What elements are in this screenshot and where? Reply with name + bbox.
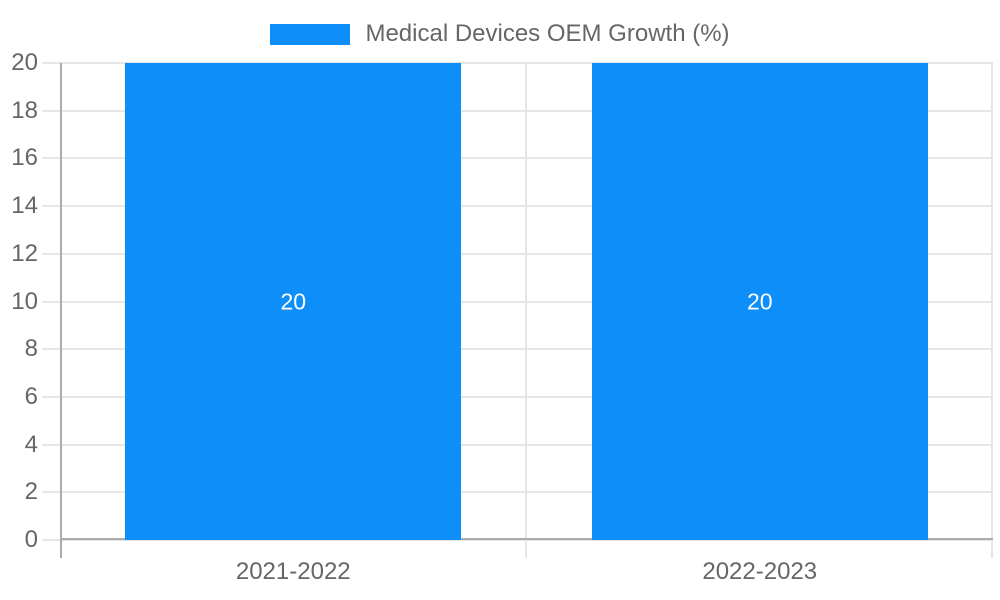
x-gridline — [991, 63, 993, 558]
y-tick-label: 12 — [11, 239, 38, 267]
y-gridline — [42, 348, 993, 351]
y-gridline — [42, 157, 993, 160]
x-axis-line — [60, 538, 993, 540]
x-gridline — [525, 63, 527, 558]
legend-swatch-icon — [270, 23, 351, 45]
y-tick-label: 20 — [11, 49, 38, 76]
x-tick-label: 2022-2023 — [702, 558, 818, 585]
y-gridline — [42, 539, 993, 541]
y-tick-label: 18 — [11, 96, 38, 124]
chart-legend: Medical Devices OEM Growth (%) — [0, 20, 1000, 48]
y-tick-label: 8 — [24, 335, 38, 363]
bar-2021-2022[interactable]: 20 — [125, 63, 462, 540]
y-gridline — [42, 300, 993, 303]
y-gridline — [42, 395, 993, 398]
legend-label: Medical Devices OEM Growth (%) — [365, 20, 730, 47]
plot-area: 20 20 — [42, 62, 993, 558]
bar-2022-2023[interactable]: 20 — [591, 63, 928, 540]
y-tick-label: 14 — [11, 192, 38, 220]
legend-item[interactable]: Medical Devices OEM Growth (%) — [270, 20, 730, 48]
bar-data-label: 20 — [746, 288, 773, 314]
x-tick-label: 2021-2022 — [235, 558, 351, 585]
y-tick-label: 10 — [11, 287, 38, 315]
y-gridline — [42, 205, 993, 208]
y-tick-label: 0 — [24, 526, 38, 553]
y-tick-label: 2 — [24, 478, 38, 506]
y-gridline — [42, 252, 993, 255]
y-gridline — [42, 491, 993, 494]
y-gridline — [42, 443, 993, 446]
y-axis-line — [60, 63, 62, 558]
y-tick-label: 4 — [24, 430, 38, 458]
bar-data-label: 20 — [280, 288, 307, 314]
y-gridline — [42, 62, 993, 64]
y-tick-label: 16 — [11, 144, 38, 172]
y-gridline — [42, 109, 993, 112]
y-tick-label: 6 — [24, 382, 38, 410]
